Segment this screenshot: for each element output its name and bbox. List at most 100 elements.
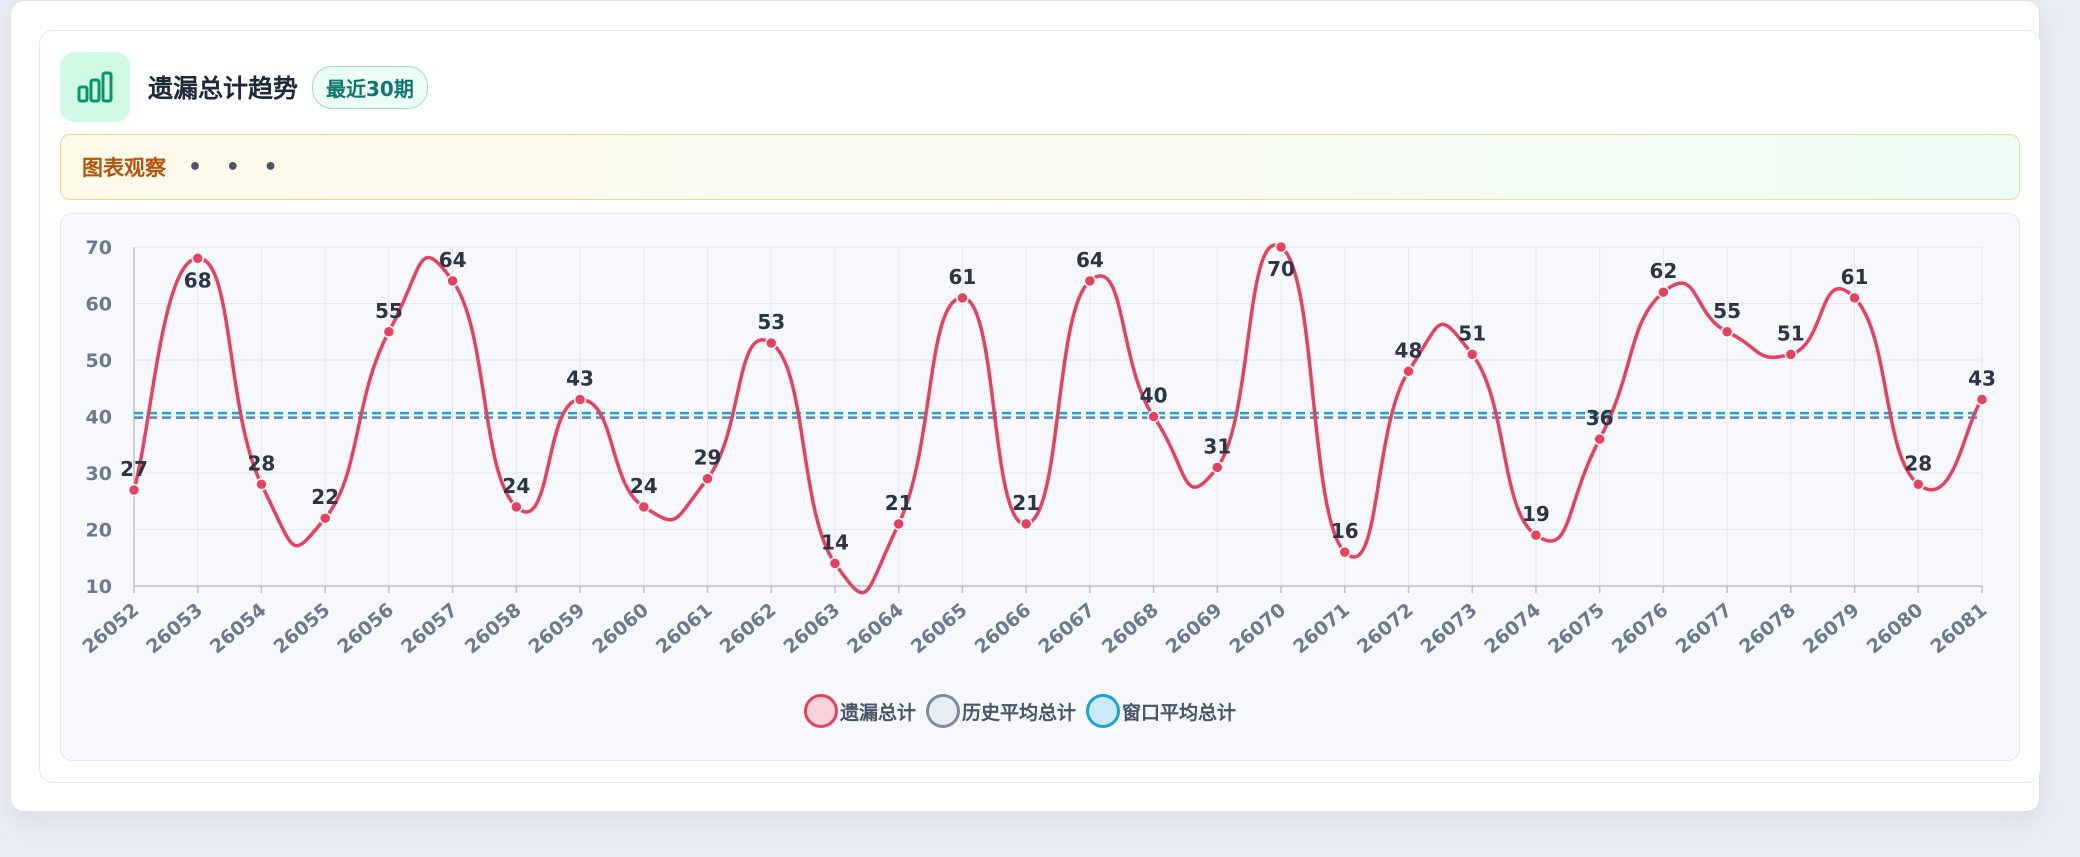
data-label: 48: [1395, 338, 1423, 362]
data-point: [1274, 240, 1288, 254]
y-tick-label: 20: [86, 520, 112, 542]
data-label: 22: [311, 485, 339, 509]
data-label: 64: [439, 248, 467, 272]
x-tick-label: 26054: [206, 599, 271, 658]
x-tick-label: 26067: [1034, 599, 1099, 658]
x-tick-label: 26059: [524, 599, 589, 658]
card-header: 遗漏总计趋势 最近30期: [60, 52, 428, 122]
data-label: 28: [1904, 451, 1932, 475]
data-label: 16: [1331, 519, 1359, 543]
y-tick-label: 70: [86, 237, 112, 259]
more-dots-icon[interactable]: • • •: [188, 154, 286, 180]
x-tick-label: 26065: [907, 599, 972, 658]
data-label: 61: [948, 265, 976, 289]
data-point: [382, 325, 396, 338]
x-tick-label: 26081: [1926, 599, 1991, 658]
x-tick-label: 26080: [1863, 599, 1928, 658]
data-label: 40: [1140, 384, 1168, 408]
data-label: 43: [566, 367, 594, 391]
legend-item-missing-total[interactable]: 遗漏总计: [804, 694, 916, 728]
x-tick-label: 26055: [270, 599, 335, 658]
data-point: [510, 500, 523, 514]
data-point: [1402, 365, 1415, 378]
x-tick-label: 26071: [1289, 599, 1354, 658]
data-point: [127, 483, 141, 497]
data-label: 55: [375, 299, 403, 323]
data-point: [1083, 274, 1097, 288]
data-label: 24: [630, 474, 658, 498]
observation-label: 图表观察: [82, 156, 166, 180]
data-label: 64: [1076, 248, 1104, 272]
x-tick-label: 26078: [1735, 599, 1800, 658]
legend-item-history-avg[interactable]: 历史平均总计: [926, 694, 1076, 728]
data-point: [573, 393, 587, 406]
series-line-missing-total: [132, 243, 1984, 595]
data-point: [637, 500, 651, 514]
legend-swatch-missing-total: [804, 694, 838, 728]
data-label: 29: [694, 446, 722, 470]
data-label: 61: [1841, 265, 1869, 289]
x-tick-label: 26076: [1608, 599, 1673, 658]
x-tick-label: 26066: [971, 599, 1036, 658]
data-point: [446, 274, 459, 288]
x-tick-label: 26073: [1417, 599, 1482, 658]
x-tick-label: 26075: [1544, 599, 1609, 658]
data-point: [1338, 545, 1352, 559]
data-point: [191, 252, 204, 265]
observation-panel[interactable]: 图表观察 • • •: [60, 134, 2020, 200]
data-label: 14: [821, 530, 849, 554]
data-label: 43: [1968, 367, 1996, 391]
data-point: [828, 557, 842, 570]
data-point: [701, 472, 714, 485]
data-point: [1465, 348, 1479, 361]
period-badge: 最近30期: [312, 65, 428, 109]
data-point: [1657, 285, 1670, 299]
data-point: [1784, 348, 1798, 361]
x-tick-label: 26064: [843, 599, 908, 658]
data-label: 21: [885, 491, 913, 515]
x-tick-label: 26074: [1480, 599, 1545, 658]
x-tick-label: 26072: [1353, 599, 1418, 658]
chart-legend: 遗漏总计 历史平均总计 窗口平均总计: [804, 694, 1246, 728]
data-label: 53: [757, 310, 785, 334]
x-tick-label: 26063: [779, 599, 844, 658]
data-label: 70: [1267, 257, 1295, 281]
x-tick-label: 26061: [652, 599, 717, 658]
legend-swatch-history-avg: [926, 694, 961, 728]
x-tick-label: 26052: [78, 599, 143, 658]
x-tick-label: 26068: [1098, 599, 1163, 658]
data-label: 51: [1458, 321, 1486, 345]
data-point: [1147, 410, 1160, 423]
data-point: [1720, 325, 1734, 338]
data-point: [1211, 461, 1224, 474]
y-tick-label: 10: [86, 576, 112, 598]
x-tick-label: 26069: [1162, 599, 1227, 658]
data-point: [255, 478, 268, 491]
bar-chart-icon: [60, 52, 130, 122]
x-tick-label: 26057: [397, 599, 462, 658]
chart-title: 遗漏总计趋势: [148, 74, 299, 103]
data-label: 27: [120, 457, 148, 481]
data-label: 62: [1649, 259, 1677, 283]
data-point: [318, 511, 332, 525]
x-tick-label: 26070: [1225, 599, 1290, 658]
x-tick-label: 26079: [1799, 599, 1864, 658]
x-tick-label: 26058: [461, 599, 526, 658]
data-point: [764, 336, 778, 350]
x-tick-label: 26077: [1672, 599, 1737, 658]
y-tick-label: 50: [86, 350, 112, 372]
x-tick-label: 26060: [588, 599, 653, 658]
x-tick-label: 26053: [142, 599, 207, 658]
data-label: 28: [248, 451, 276, 475]
data-point: [1848, 291, 1861, 305]
data-point: [1975, 393, 1989, 406]
data-label: 31: [1203, 434, 1231, 458]
data-label: 51: [1777, 321, 1805, 345]
data-label: 36: [1586, 406, 1614, 430]
data-label: 55: [1713, 299, 1741, 323]
data-label: 19: [1522, 502, 1550, 526]
data-point: [1912, 478, 1925, 491]
legend-swatch-window-avg: [1086, 694, 1121, 728]
legend-item-window-avg[interactable]: 窗口平均总计: [1086, 694, 1236, 728]
